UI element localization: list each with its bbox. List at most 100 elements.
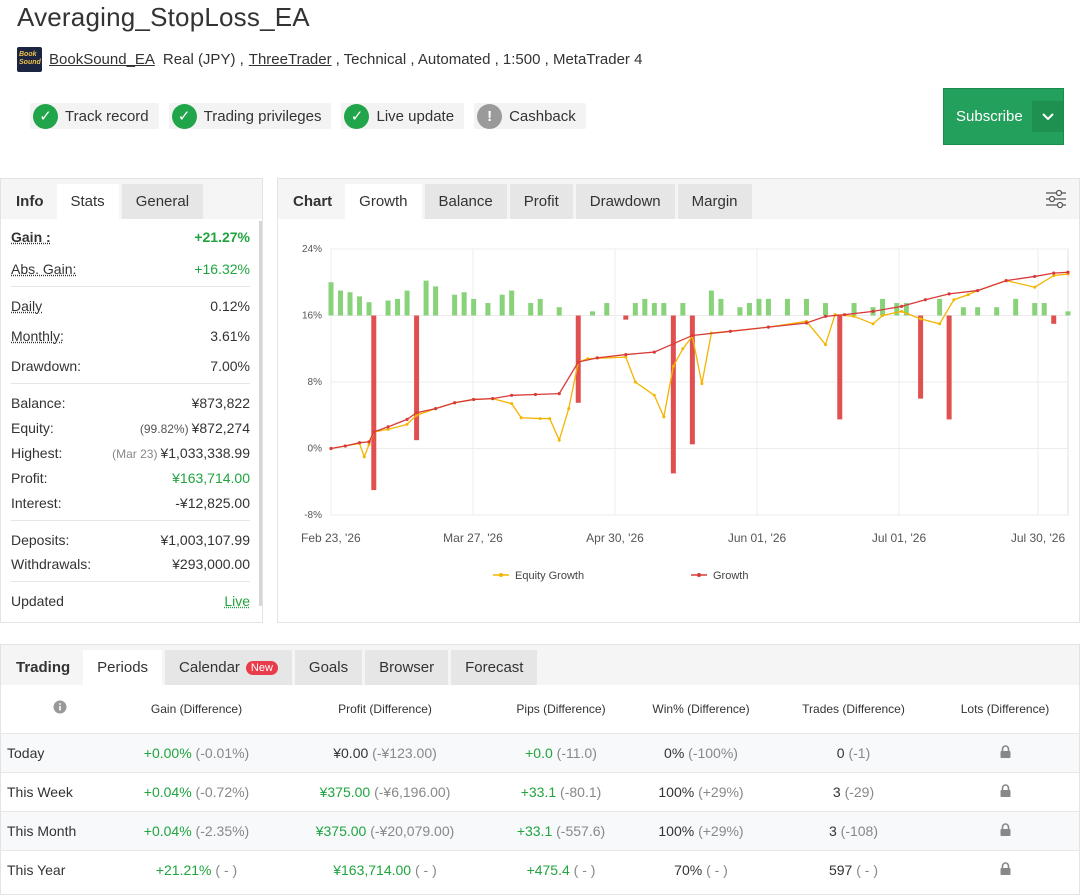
author-link[interactable]: BookSound_EA <box>49 50 155 68</box>
period-name: Today <box>1 732 119 772</box>
daily-label[interactable]: Daily <box>11 297 43 314</box>
chart-bar <box>528 303 534 316</box>
equity-percent: (99.82%) <box>139 421 189 436</box>
x-tick-label: Apr 30, '26 <box>586 531 644 545</box>
chart-bar <box>499 294 505 316</box>
tab-trading[interactable]: Trading <box>16 659 71 676</box>
growth-point <box>414 411 419 415</box>
equity-point <box>881 314 885 317</box>
chart-bar <box>395 298 401 316</box>
gain-value: +21.27% <box>194 228 250 245</box>
tab-calendar[interactable]: Calendar New <box>165 650 292 685</box>
growth-point <box>372 430 376 434</box>
chart-bar <box>371 315 377 491</box>
monthly-label[interactable]: Monthly: <box>11 327 64 344</box>
gain-value: +0.04% <box>143 822 192 839</box>
tab-browser[interactable]: Browser <box>365 650 449 685</box>
tab-stats[interactable]: Stats <box>56 184 119 219</box>
lock-icon <box>931 810 1079 850</box>
gain-label[interactable]: Gain : <box>11 228 51 245</box>
equity-point <box>367 442 371 446</box>
growth-point <box>823 314 828 318</box>
equity-point <box>671 364 675 368</box>
chart-bar <box>423 280 429 316</box>
growth-point <box>652 350 656 354</box>
gain-diff: (-0.01%) <box>195 744 250 761</box>
equity-point <box>900 309 904 313</box>
check-icon: ✓ <box>33 103 58 129</box>
trading-panel: Trading Periods Calendar New Goals Brows… <box>0 644 1080 895</box>
growth-point <box>557 392 561 396</box>
scrollbar[interactable] <box>259 221 262 606</box>
info-icon[interactable] <box>1 685 119 733</box>
badge-label: Trading privileges <box>203 107 322 125</box>
tab-balance[interactable]: Balance <box>424 184 507 219</box>
tab-info[interactable]: Info <box>16 193 44 210</box>
balance-value: ¥873,822 <box>191 394 250 411</box>
equity-point <box>362 455 366 459</box>
gain-cell: +21.21% ( - ) <box>119 849 274 889</box>
win-diff: (-100%) <box>688 744 738 761</box>
chevron-down-icon[interactable] <box>1032 101 1063 132</box>
growth-point <box>357 441 362 445</box>
chart-bar <box>823 303 829 316</box>
trades-value: 0 <box>836 744 845 761</box>
profit-value: ¥375.00 <box>319 783 371 800</box>
chart-bar <box>689 315 695 445</box>
trades-diff: ( - ) <box>856 861 878 878</box>
header-profit: Profit (Difference) <box>338 701 432 716</box>
tab-periods[interactable]: Periods <box>83 650 163 685</box>
pips-diff: (-557.6) <box>556 822 606 839</box>
balance-label: Balance: <box>11 394 66 411</box>
badge-track-record: ✓ Track record <box>30 103 159 129</box>
tab-chart[interactable]: Chart <box>293 193 333 210</box>
chart-settings-icon[interactable] <box>1045 188 1067 210</box>
table-row: Today +0.00% (-0.01%) ¥0.00 (-¥123.00) +0.0… <box>1 732 1079 772</box>
subscribe-button[interactable]: Subscribe <box>943 88 1064 145</box>
tab-forecast[interactable]: Forecast <box>451 650 538 685</box>
equity-point <box>966 293 970 297</box>
chart-bar <box>604 303 610 316</box>
win-cell: 100% (+29%) <box>626 810 776 850</box>
updated-live-link[interactable]: Live <box>224 592 250 609</box>
signal-info-line: Book Sound BookSound_EA Real (JPY) , Thr… <box>17 46 642 72</box>
tab-growth[interactable]: Growth <box>345 184 422 219</box>
header-win: Win% (Difference) <box>652 701 750 716</box>
chart-bar <box>485 303 491 316</box>
tab-drawdown[interactable]: Drawdown <box>575 184 675 219</box>
deposits-value: ¥1,003,107.99 <box>160 531 250 548</box>
growth-point <box>871 309 875 313</box>
equity-point <box>700 382 704 386</box>
author-avatar[interactable]: Book Sound <box>17 46 42 72</box>
divider <box>11 383 250 384</box>
tab-profit[interactable]: Profit <box>509 184 573 219</box>
growth-point <box>1066 270 1070 274</box>
period-name: This Year <box>1 849 119 889</box>
chart-bar <box>837 315 843 420</box>
chart-bar <box>975 307 981 316</box>
pips-value: +0.0 <box>525 744 553 761</box>
profit-diff: (-¥6,196.00) <box>374 783 451 800</box>
highest-value: ¥1,033,338.99 <box>160 444 250 461</box>
chart-bar <box>651 303 657 316</box>
withdrawals-value: ¥293,000.00 <box>172 555 250 572</box>
drawdown-label: Drawdown: <box>11 357 82 374</box>
equity-point <box>567 407 571 411</box>
legend-equity-marker <box>499 573 503 577</box>
table-row: This Month +0.04% (-2.35%) ¥375.00 (-¥20,0… <box>1 810 1079 850</box>
growth-point <box>624 352 628 357</box>
chart-bar <box>946 315 952 420</box>
tab-margin[interactable]: Margin <box>677 184 752 219</box>
profit-cell: ¥0.00 (-¥123.00) <box>274 732 496 772</box>
pips-cell: +33.1 (-80.1) <box>496 771 626 811</box>
chart-bar <box>746 303 752 316</box>
profit-diff: ( - ) <box>414 861 437 878</box>
win-value: 100% <box>658 783 695 800</box>
broker-link[interactable]: ThreeTrader <box>248 50 332 68</box>
win-value: 100% <box>658 822 695 839</box>
gain-diff: (-2.35%) <box>195 822 250 839</box>
chart-bar <box>670 315 676 474</box>
tab-general[interactable]: General <box>121 184 204 219</box>
abs-gain-label[interactable]: Abs. Gain: <box>11 260 77 277</box>
tab-goals[interactable]: Goals <box>294 650 363 685</box>
